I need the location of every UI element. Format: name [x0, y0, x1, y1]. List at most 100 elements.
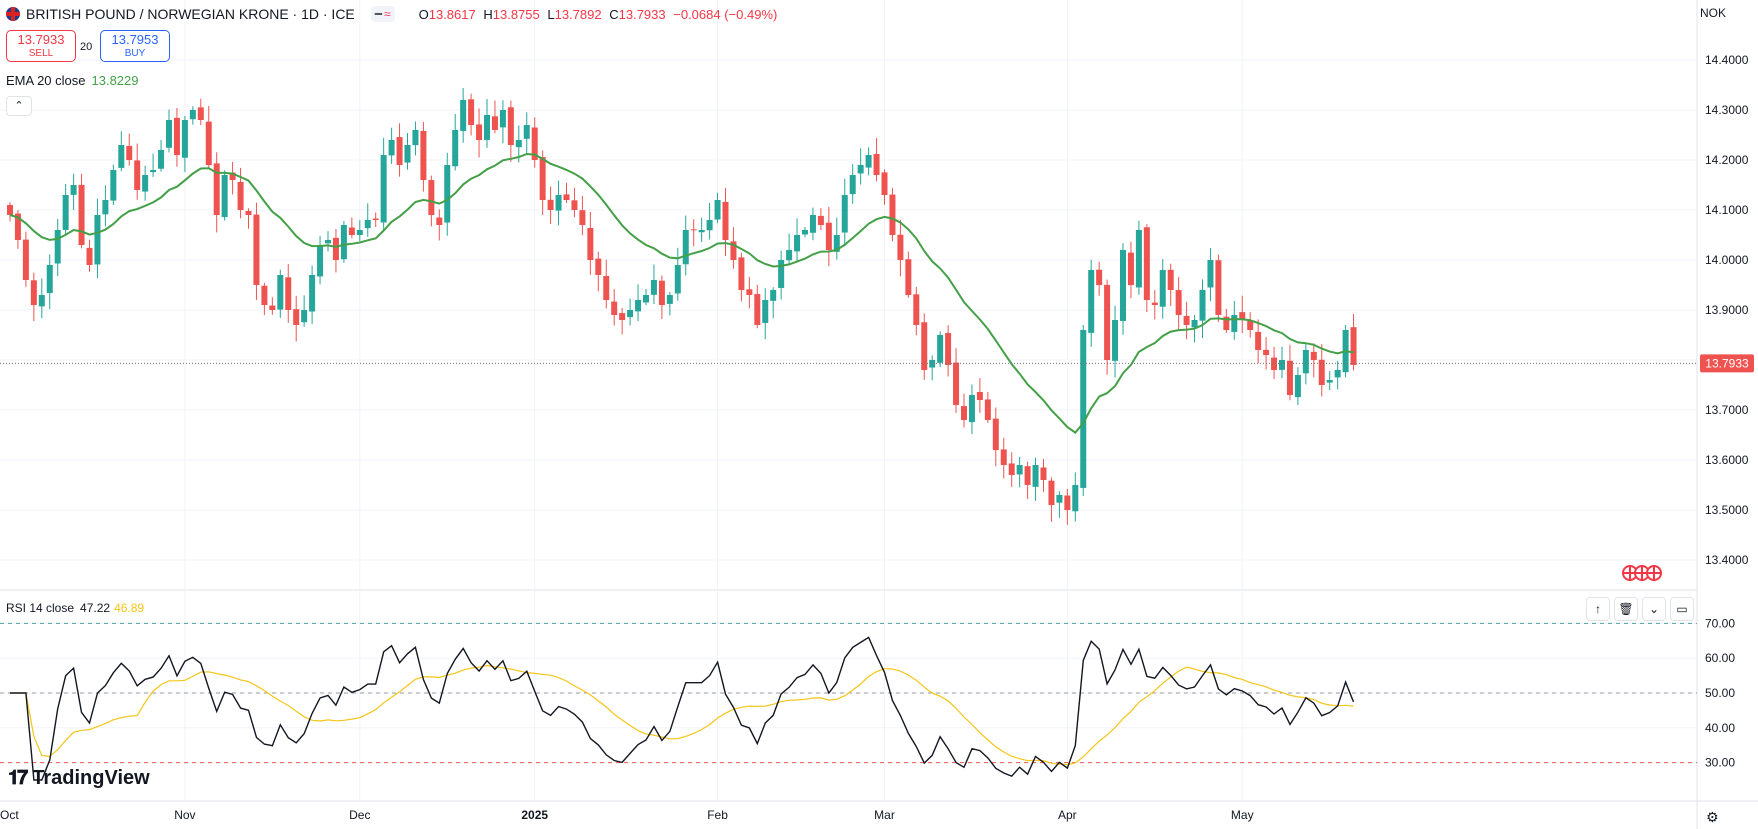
candle-body — [619, 313, 626, 320]
candle-body — [189, 110, 196, 120]
candle-body — [213, 163, 220, 215]
candle-body — [364, 220, 371, 229]
settings-gear-icon[interactable]: ⚙ — [1706, 809, 1719, 825]
candle-body — [873, 153, 880, 175]
candle-body — [738, 257, 745, 290]
events-flags[interactable] — [1622, 565, 1662, 581]
candle-body — [1159, 270, 1166, 307]
price-tick-label: 13.4000 — [1705, 553, 1749, 567]
candle-body — [261, 285, 268, 305]
candle-body — [1008, 463, 1015, 475]
candle-body — [976, 392, 983, 400]
candle-body — [849, 175, 856, 195]
candle-body — [1318, 359, 1325, 385]
maximize-pane-icon[interactable]: ▭ — [1670, 597, 1694, 621]
candle-body — [1096, 269, 1103, 285]
ema-legend[interactable]: EMA 20 close 13.8229 — [6, 73, 139, 88]
rsi-ma-line — [10, 664, 1354, 766]
legend-controls[interactable]: ━ ≈ — [370, 6, 395, 22]
candle-body — [722, 201, 729, 240]
candle-body — [46, 265, 53, 294]
candle-body — [1104, 284, 1111, 360]
move-up-icon[interactable]: ↑ — [1586, 597, 1610, 621]
candle-body — [221, 175, 228, 218]
tradingview-logo[interactable]: 𝟏𝟕 TradingView — [8, 767, 150, 790]
price-tick-label: 14.3000 — [1705, 103, 1749, 117]
price-tick-label: 14.4000 — [1705, 53, 1749, 67]
quantity-value[interactable]: 20 — [80, 41, 93, 53]
price-tick-label: 14.1000 — [1705, 203, 1749, 217]
candle-body — [698, 230, 705, 233]
last-price-label: 13.7933 — [1705, 356, 1749, 370]
delete-icon[interactable]: 🗑 — [1614, 597, 1638, 621]
candle-body — [348, 227, 355, 235]
currency-selector[interactable]: NOK — [1700, 6, 1727, 20]
candle-body — [166, 120, 172, 148]
sell-price: 13.7933 — [17, 32, 65, 47]
candle-body — [650, 280, 657, 295]
collapse-legend-button[interactable]: ⌃ — [6, 96, 32, 116]
rsi-tick-label: 50.00 — [1705, 686, 1735, 700]
candle-body — [881, 172, 888, 195]
sell-button[interactable]: 13.7933 SELL — [6, 30, 76, 62]
candle-body — [1271, 357, 1278, 370]
time-tick-label: May — [1231, 808, 1254, 822]
rsi-label: RSI 14 close — [6, 601, 75, 615]
candle-body — [945, 333, 952, 365]
candle-body — [1143, 227, 1150, 300]
candle-body — [1350, 327, 1357, 365]
candle-body — [1207, 260, 1214, 288]
ema-label: EMA 20 close — [6, 73, 86, 88]
candle-body — [1302, 350, 1309, 374]
time-tick-label: 2025 — [521, 808, 548, 822]
price-tick-label: 14.0000 — [1705, 253, 1749, 267]
candle-body — [14, 213, 21, 240]
candle-body — [1088, 270, 1095, 333]
candle-body — [555, 195, 562, 211]
candle-body — [897, 234, 904, 260]
candle-body — [173, 117, 180, 155]
candle-body — [531, 127, 538, 160]
candle-body — [1112, 320, 1119, 361]
candle-body — [380, 155, 387, 223]
candle-body — [984, 399, 991, 420]
buy-label: BUY — [124, 48, 146, 59]
price-tick-label: 13.6000 — [1705, 453, 1749, 467]
candle-body — [245, 210, 252, 215]
candle-body — [94, 215, 101, 265]
gbp-nok-flag-icon — [6, 7, 20, 21]
collapse-pane-icon[interactable]: ⌄ — [1642, 597, 1666, 621]
buy-button[interactable]: 13.7953 BUY — [100, 30, 170, 62]
candle-body — [1056, 495, 1063, 503]
candle-body — [635, 300, 642, 312]
candle-body — [714, 200, 721, 220]
time-tick-label: Apr — [1058, 808, 1077, 822]
candle-body — [1064, 495, 1071, 510]
candle-body — [428, 180, 435, 215]
price-tick-label: 13.5000 — [1705, 503, 1749, 517]
candle-body — [325, 240, 331, 244]
last-price-tag: 13.7933 — [0, 354, 1754, 373]
candle-body — [794, 235, 801, 252]
candle-body — [1032, 465, 1039, 487]
candle-body — [1167, 269, 1174, 290]
candle-body — [499, 110, 506, 128]
symbol-title[interactable]: BRITISH POUND / NORWEGIAN KRONE · 1D · I… — [26, 6, 355, 22]
candle-body — [547, 199, 554, 210]
rsi-tick-label: 40.00 — [1705, 721, 1735, 735]
candle-body — [523, 125, 530, 139]
rsi-legend[interactable]: RSI 14 close 47.22 46.89 — [6, 601, 144, 615]
time-tick-label: Nov — [174, 808, 195, 822]
candle-body — [1255, 331, 1262, 350]
candle-body — [802, 230, 808, 235]
candle-body — [1231, 315, 1238, 332]
candle-body — [317, 245, 324, 277]
candle-body — [30, 280, 37, 305]
candle-body — [1072, 485, 1079, 512]
candle-body — [587, 227, 594, 260]
candle-body — [118, 145, 125, 168]
price-tick-label: 13.9000 — [1705, 303, 1749, 317]
event-flag-icon — [1646, 565, 1662, 581]
candle-body — [444, 165, 451, 223]
